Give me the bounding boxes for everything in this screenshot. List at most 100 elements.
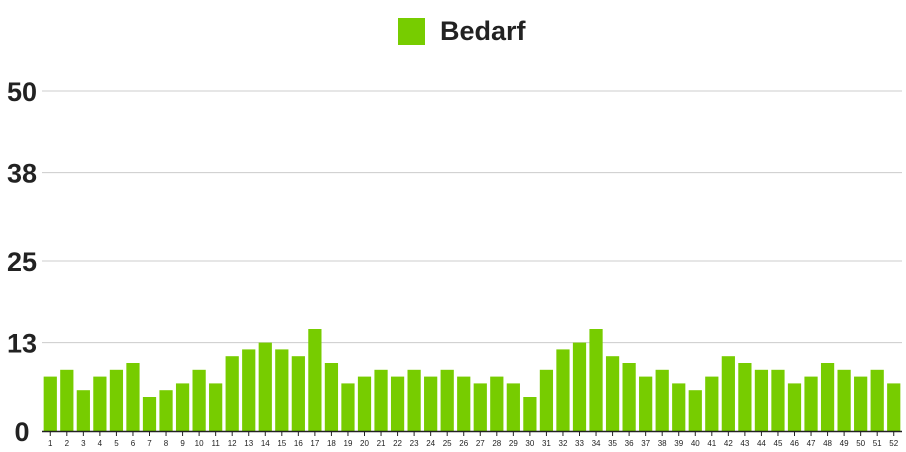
x-tick-label: 51 [873, 439, 882, 448]
x-tick-label: 11 [211, 439, 220, 448]
bar [705, 376, 719, 431]
bar [357, 376, 372, 431]
x-tick-label: 48 [823, 439, 832, 448]
legend: Bedarf [398, 16, 526, 46]
bar [407, 369, 421, 431]
bar [93, 376, 107, 431]
x-tick-label: 49 [840, 439, 849, 448]
y-tick-label: 0 [14, 417, 29, 447]
x-tick-label: 20 [360, 439, 369, 448]
bar [225, 356, 239, 431]
x-tick-label: 8 [164, 439, 169, 448]
x-tick-label: 39 [674, 439, 683, 448]
bar [688, 390, 702, 431]
bar [820, 363, 835, 431]
bar [390, 376, 405, 431]
bar [60, 369, 74, 431]
legend-label: Bedarf [440, 15, 526, 46]
x-tick-label: 22 [393, 439, 402, 448]
y-tick-label: 13 [7, 329, 37, 359]
bar [142, 397, 157, 431]
bar [837, 369, 851, 431]
x-tick-label: 33 [575, 439, 584, 448]
x-tick-label: 10 [195, 439, 204, 448]
bar [440, 369, 454, 431]
bar [721, 356, 735, 431]
bar [258, 342, 272, 431]
bar [655, 369, 669, 431]
x-tick-label: 14 [261, 439, 270, 448]
x-tick-label: 5 [114, 439, 119, 448]
bar [572, 342, 587, 431]
x-tick-label: 24 [426, 439, 435, 448]
bar [523, 397, 537, 431]
x-tick-label: 15 [277, 439, 286, 448]
x-tick-label: 23 [410, 439, 419, 448]
bar [209, 383, 223, 431]
x-tick-label: 36 [625, 439, 634, 448]
x-tick-label: 1 [48, 439, 53, 448]
x-tick-label: 27 [476, 439, 485, 448]
y-tick-label: 38 [7, 159, 37, 189]
x-tick-label: 41 [707, 439, 716, 448]
bar [771, 369, 785, 431]
x-tick-label: 44 [757, 439, 766, 448]
bar [175, 383, 190, 431]
x-tick-label: 21 [377, 439, 386, 448]
x-tick-label: 12 [228, 439, 237, 448]
bar [589, 329, 603, 431]
bar [374, 369, 388, 431]
bar [275, 349, 289, 431]
bar [804, 376, 818, 431]
y-tick-label: 25 [7, 247, 37, 277]
bar [622, 363, 636, 431]
bar [605, 356, 620, 431]
bar [324, 363, 339, 431]
x-tick-label: 34 [592, 439, 601, 448]
x-tick-label: 17 [310, 439, 319, 448]
bar [43, 376, 57, 431]
x-tick-label: 52 [889, 439, 898, 448]
bar [506, 383, 520, 431]
bar [341, 383, 355, 431]
bar [787, 383, 802, 431]
bar [754, 369, 769, 431]
x-tick-label: 43 [740, 439, 749, 448]
x-tick-label: 25 [443, 439, 452, 448]
bar [308, 329, 322, 431]
bar [738, 363, 752, 431]
x-tick-label: 35 [608, 439, 617, 448]
x-tick-label: 3 [81, 439, 86, 448]
bar [672, 383, 686, 431]
bar [192, 369, 206, 431]
y-tick-label: 50 [7, 77, 37, 107]
x-tick-label: 40 [691, 439, 700, 448]
x-tick-label: 6 [131, 439, 136, 448]
bar [870, 369, 884, 431]
bar [457, 376, 471, 431]
x-tick-label: 31 [542, 439, 551, 448]
x-tick-label: 2 [65, 439, 70, 448]
bar [887, 383, 901, 431]
bar [126, 363, 140, 431]
bar [639, 376, 653, 431]
bar [556, 349, 570, 431]
bar [473, 383, 487, 431]
x-tick-label: 30 [525, 439, 534, 448]
bar [242, 349, 256, 431]
x-tick-label: 29 [509, 439, 518, 448]
bar [76, 390, 90, 431]
x-tick-label: 13 [244, 439, 253, 448]
bar [424, 376, 438, 431]
x-tick-label: 46 [790, 439, 799, 448]
bar [539, 369, 554, 431]
bar [490, 376, 504, 431]
bar [854, 376, 868, 431]
bar [159, 390, 173, 431]
x-tick-label: 32 [559, 439, 568, 448]
x-tick-label: 16 [294, 439, 303, 448]
bar [109, 369, 124, 431]
x-tick-label: 26 [459, 439, 468, 448]
x-tick-label: 4 [98, 439, 103, 448]
